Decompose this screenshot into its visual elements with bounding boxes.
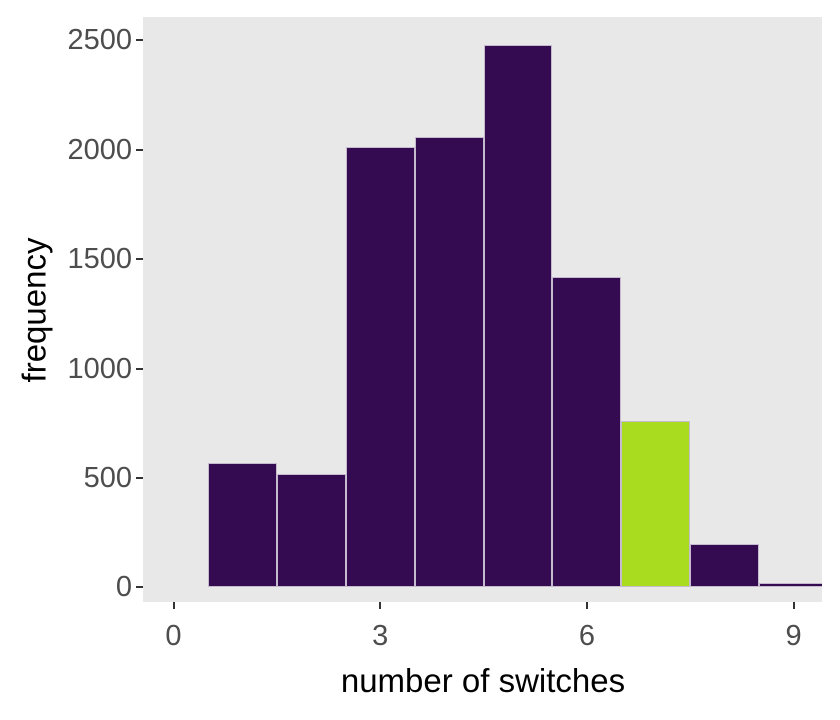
x-axis-title: number of switches [340,662,626,699]
x-tick-label: 0 [165,620,182,652]
y-tick-label: 0 [115,571,132,604]
y-tick-mark [136,586,143,589]
y-tick-mark [136,367,143,370]
histogram-bar [414,136,484,588]
y-tick-label: 1000 [67,352,132,385]
x-tick-mark [379,602,382,609]
y-tick-label: 2500 [67,24,132,57]
y-tick-mark [136,39,143,42]
y-tick-label: 2000 [67,133,132,166]
x-tick-label: 9 [785,620,802,652]
x-tick-label: 6 [578,620,595,652]
histogram-bar [483,44,553,588]
x-tick-mark [585,602,588,609]
histogram-bar [276,473,346,588]
y-tick-label: 1500 [67,243,132,276]
plot-panel [143,17,822,602]
y-tick-mark [136,148,143,151]
histogram-bar [345,147,415,588]
histogram-bar [552,276,622,588]
y-axis-title: frequency [15,237,53,383]
histogram-bar [207,462,277,588]
histogram-bar-highlighted [621,421,691,588]
y-tick-label: 500 [83,461,132,494]
histogram-bar [690,543,760,588]
x-tick-label: 3 [372,620,389,652]
x-tick-mark [792,602,795,609]
y-tick-mark [136,258,143,261]
x-tick-mark [172,602,175,609]
y-tick-mark [136,476,143,479]
histogram-bar [759,583,822,588]
